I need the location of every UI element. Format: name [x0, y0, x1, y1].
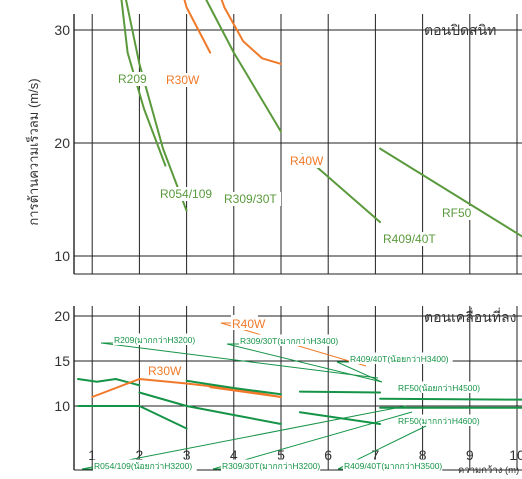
callout-label: R309/30T(มากกว่าH3400) [240, 336, 338, 346]
series-label-bg [382, 232, 440, 246]
callout-leader-line [226, 343, 383, 383]
x-tick-label: 2 [136, 447, 144, 463]
bottom-series-line [138, 391, 282, 425]
bottom-series-line [298, 390, 382, 394]
series-label: R054/109 [160, 187, 212, 201]
callout-label-bg [343, 459, 443, 471]
chart-labels: R209 R30W R054/109 R40W R309/30T R409/40T RF50… [81, 72, 483, 471]
callout-label-bg [113, 333, 195, 345]
top-y-tick-label: 30 [54, 22, 70, 38]
callout-leader-line [81, 405, 407, 470]
series-label-bg [289, 154, 319, 168]
callout-label: R054/109(น้อยกว่าH3200) [94, 461, 192, 471]
bottom-series-line [379, 397, 522, 401]
x-tick-label: 1 [88, 447, 96, 463]
bottom-y-tick-label: 20 [54, 308, 70, 324]
bottom-series-line [298, 411, 382, 425]
top-series-line [120, 0, 167, 167]
callout-label-bg [397, 414, 479, 426]
bottom-chart-series [77, 378, 522, 430]
top-series-line [125, 0, 188, 212]
callout-label-bg [147, 362, 174, 377]
series-label: R309/30T [224, 192, 277, 206]
top-y-tick-label: 20 [54, 135, 70, 151]
x-tick-label: 3 [183, 447, 191, 463]
callout-label: RF50(น้อยกว่าH4500) [398, 383, 480, 393]
callout-label-bg [349, 352, 453, 364]
series-label: R209 [118, 72, 147, 86]
bottom-y-tick-label: 15 [54, 353, 70, 369]
bottom-series-line [185, 379, 282, 396]
top-chart-note: ตอนปิดสนิท [424, 22, 496, 38]
callout-label-bg [231, 315, 258, 330]
bottom-series-line [209, 386, 282, 398]
top-series-line [220, 0, 282, 65]
callout-label-bg [397, 381, 483, 393]
x-axis-label: ความกว้าง (m) [458, 465, 519, 476]
callout-label: R40W [232, 317, 266, 331]
series-label-bg [165, 73, 195, 87]
x-tick-label: 6 [324, 447, 332, 463]
x-tick-label: 9 [466, 447, 474, 463]
callout-leader-line [100, 342, 379, 379]
callout-label: R409/40T(มากกว่าH3500) [344, 461, 442, 471]
callout-leader-line [336, 361, 383, 383]
bottom-series-line [77, 405, 188, 430]
x-tick-label: 5 [277, 447, 285, 463]
series-label: R40W [290, 154, 324, 168]
top-chart-grid: 1020304050 [54, 14, 522, 275]
callout-label: R209(มากกว่าH3200) [114, 335, 195, 345]
series-label-bg [159, 187, 217, 201]
y-axis-label: การต้านความเร็วลม (m/s) [24, 78, 41, 225]
callout-label-bg [93, 459, 197, 471]
x-tick-label: 4 [230, 447, 238, 463]
callout-label-bg [221, 459, 321, 471]
bottom-series-line [77, 378, 141, 387]
x-tick-label: 7 [372, 447, 380, 463]
top-y-tick-label: 10 [54, 248, 70, 264]
series-label: R409/40T [383, 232, 436, 246]
callout-label-bg [239, 334, 339, 346]
series-label: R30W [166, 73, 200, 87]
series-label-bg [441, 206, 471, 220]
callout-label: RF50(มากกว่าH4600) [398, 416, 480, 426]
callout-label: R309/30T(มากกว่าH3200) [222, 461, 320, 471]
series-label-bg [117, 72, 147, 86]
top-series-line [379, 147, 522, 238]
x-tick-label: 8 [419, 447, 427, 463]
bottom-y-tick-label: 10 [54, 398, 70, 414]
callout-label: R30W [148, 364, 182, 378]
x-tick-label: 10 [509, 447, 522, 463]
top-series-line [205, 0, 282, 133]
series-label-bg [223, 192, 281, 206]
series-label: RF50 [442, 206, 472, 220]
bottom-chart-note: ตอนเคลื่อนที่ลง [424, 308, 516, 325]
callout-label: R409/40T(น้อยกว่าH3400) [350, 354, 449, 364]
top-series-line [183, 0, 212, 54]
